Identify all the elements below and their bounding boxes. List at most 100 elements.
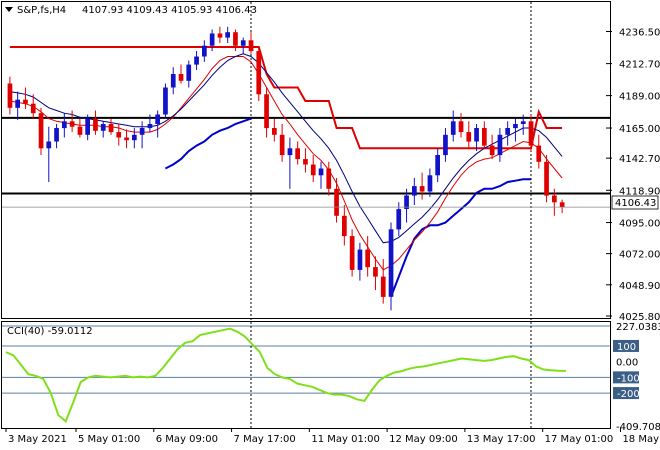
price-tick-label: 4142.70 bbox=[619, 154, 660, 165]
candle-body bbox=[505, 128, 510, 135]
candle-body bbox=[225, 32, 230, 38]
candle-body bbox=[264, 94, 269, 129]
candle-body bbox=[349, 236, 355, 270]
candle-body bbox=[466, 132, 472, 142]
candle-body bbox=[147, 124, 153, 129]
candle-body bbox=[186, 64, 192, 81]
main-pane-frame bbox=[1, 1, 611, 319]
candle-body bbox=[202, 45, 207, 57]
candle-body bbox=[139, 128, 145, 135]
cci-tick-label: 227.0383 bbox=[616, 322, 660, 333]
x-tick-label: 3 May 2021 bbox=[8, 434, 67, 445]
candle-body bbox=[287, 148, 293, 156]
candle-body bbox=[295, 148, 300, 160]
candle-body bbox=[38, 113, 44, 149]
candle-body bbox=[536, 145, 542, 162]
price-tick-label: 4095.00 bbox=[619, 219, 660, 230]
candle-body bbox=[77, 126, 83, 135]
candle-body bbox=[23, 99, 28, 104]
candle-body bbox=[303, 159, 308, 165]
candle-body bbox=[552, 195, 557, 203]
candle-body bbox=[93, 118, 98, 131]
candle-body bbox=[30, 103, 36, 114]
candle-body bbox=[396, 209, 402, 230]
candle-body bbox=[116, 132, 122, 138]
price-tick-label: 4189.00 bbox=[619, 92, 660, 103]
price-tick-label: 4165.00 bbox=[619, 124, 660, 135]
candle-body bbox=[365, 249, 370, 268]
candle-body bbox=[427, 175, 433, 192]
cci-tick-label: -409.7088 bbox=[616, 422, 660, 433]
x-tick-label: 17 May 01:00 bbox=[545, 434, 614, 445]
cci-plot bbox=[5, 327, 567, 423]
x-tick-label: 12 May 09:00 bbox=[389, 434, 458, 445]
candle-body bbox=[256, 51, 262, 95]
candle-body bbox=[520, 121, 526, 124]
candle-body bbox=[209, 33, 215, 46]
candle-body bbox=[412, 186, 417, 196]
candle-body bbox=[334, 188, 339, 216]
x-tick-label: 13 May 17:00 bbox=[467, 434, 536, 445]
current-price-label: 4106.43 bbox=[615, 198, 656, 209]
price-tick-label: 4236.50 bbox=[619, 27, 660, 38]
candle-body bbox=[233, 32, 238, 46]
candle-body bbox=[310, 164, 316, 176]
candle-body bbox=[419, 186, 425, 192]
candle-body bbox=[217, 33, 223, 38]
cci-tick-label: 100 bbox=[617, 342, 636, 353]
horizontal-lines bbox=[2, 116, 610, 195]
candle-body bbox=[170, 74, 176, 88]
candle-body bbox=[489, 145, 495, 156]
candle-body bbox=[132, 134, 137, 141]
candle-body bbox=[124, 137, 129, 141]
candles bbox=[7, 26, 565, 311]
candle-body bbox=[326, 168, 332, 189]
collapse-arrow-icon[interactable] bbox=[5, 7, 13, 12]
grid bbox=[2, 325, 610, 394]
candle-body bbox=[435, 155, 440, 176]
price-tick-label: 4212.70 bbox=[619, 60, 660, 71]
ema-navy-line-seg-0 bbox=[9, 53, 563, 244]
current-price-box bbox=[611, 195, 659, 210]
candle-body bbox=[240, 40, 246, 46]
candle-body bbox=[559, 202, 565, 208]
moving-averages bbox=[9, 53, 563, 271]
candle-body bbox=[194, 56, 199, 65]
cci-level-box bbox=[613, 387, 639, 400]
envelope-blue-line-seg-1 bbox=[390, 178, 531, 298]
cci-label: CCI(40) -59.0112 bbox=[7, 326, 93, 337]
y-axis-labels: 4236.50 4212.70 4189.00 4165.00 4142.70 4118.… bbox=[606, 27, 660, 323]
ohlc-readout: 4107.93 4109.43 4105.93 4106.43 bbox=[82, 5, 257, 16]
envelope-blue-line-seg-0 bbox=[164, 117, 252, 170]
vertical-separators bbox=[250, 2, 532, 428]
candle-body bbox=[318, 168, 324, 176]
candle-body bbox=[163, 87, 168, 115]
price-tick-label: 4072.00 bbox=[619, 250, 660, 261]
candle-body bbox=[100, 124, 106, 131]
cci-y-axis-labels: 227.0383 100 0.00 -100 -200 -409.7088 bbox=[613, 322, 660, 433]
x-tick-label: 5 May 01:00 bbox=[78, 434, 140, 445]
candle-body bbox=[544, 161, 549, 196]
x-tick-label: 7 May 17:00 bbox=[234, 434, 296, 445]
candle-body bbox=[62, 121, 67, 129]
candle-body bbox=[342, 215, 347, 237]
indicator-pane-frame bbox=[1, 321, 611, 429]
cci-level-box bbox=[613, 371, 639, 384]
candle-body bbox=[497, 134, 503, 156]
price-tick-label: 4048.90 bbox=[619, 281, 660, 292]
candle-body bbox=[443, 134, 448, 156]
symbol-label: S&P,fs,H4 bbox=[17, 5, 66, 16]
cci-tick-label: 0.00 bbox=[616, 358, 638, 369]
candle-body bbox=[388, 229, 394, 297]
candle-body bbox=[248, 40, 254, 52]
candle-body bbox=[15, 99, 20, 108]
cci-line bbox=[5, 327, 567, 423]
x-tick-label: 6 May 09:00 bbox=[156, 434, 218, 445]
cci-tick-label: -200 bbox=[617, 389, 640, 400]
candle-body bbox=[482, 128, 487, 146]
candle-body bbox=[528, 121, 534, 146]
candle-body bbox=[54, 128, 59, 142]
candle-body bbox=[7, 83, 13, 108]
